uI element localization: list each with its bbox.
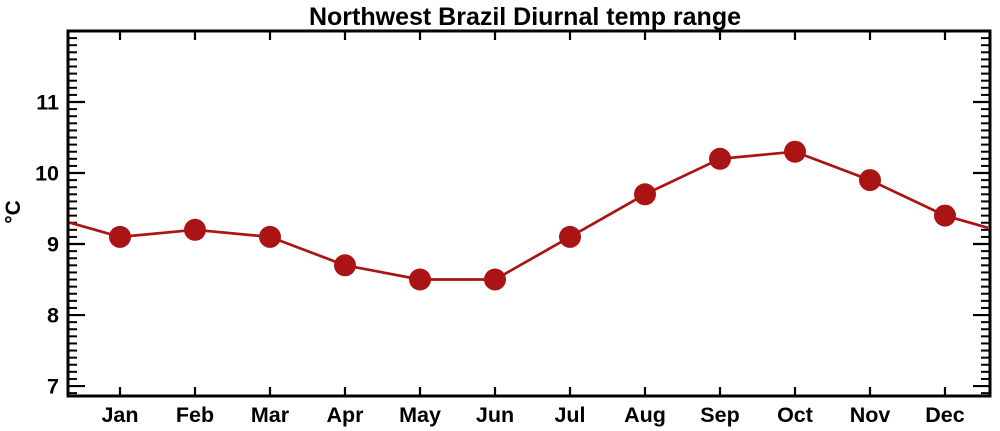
data-point-feb: [184, 218, 206, 241]
plot-border: [66, 29, 992, 398]
temperature-line: [69, 150, 989, 281]
data-point-jun: [484, 268, 506, 291]
x-tick-label-may: May: [399, 403, 441, 427]
data-point-jul: [559, 225, 581, 248]
data-point-mar: [259, 225, 281, 248]
x-tick-label-dec: Dec: [925, 403, 964, 427]
data-point-dec: [934, 204, 956, 227]
x-tick-label-mar: Mar: [251, 403, 290, 427]
x-tick-label-jun: Jun: [476, 403, 514, 427]
x-tick-label-jul: Jul: [554, 403, 585, 427]
x-tick-label-oct: Oct: [777, 403, 813, 427]
y-tick-label: 8: [47, 304, 59, 328]
x-tick-label-apr: Apr: [326, 403, 364, 427]
y-tick-label: 10: [35, 162, 59, 186]
data-point-aug: [634, 183, 656, 206]
y-tick-label: 7: [47, 375, 59, 399]
x-tick-label-feb: Feb: [176, 403, 214, 427]
x-tick-label-sep: Sep: [700, 403, 739, 427]
y-tick-label: 11: [36, 91, 59, 115]
data-point-may: [409, 268, 431, 291]
data-point-nov: [859, 169, 881, 192]
data-point-oct: [784, 140, 806, 163]
data-point-jan: [109, 225, 131, 248]
x-tick-label-aug: Aug: [624, 403, 666, 427]
y-tick-label: 9: [47, 233, 59, 257]
data-point-apr: [334, 254, 356, 277]
chart-title: Northwest Brazil Diurnal temp range: [309, 3, 741, 31]
x-tick-label-nov: Nov: [850, 403, 891, 427]
data-point-sep: [709, 147, 731, 170]
x-tick-label-jan: Jan: [101, 403, 138, 427]
y-axis-label: °C: [2, 200, 25, 224]
